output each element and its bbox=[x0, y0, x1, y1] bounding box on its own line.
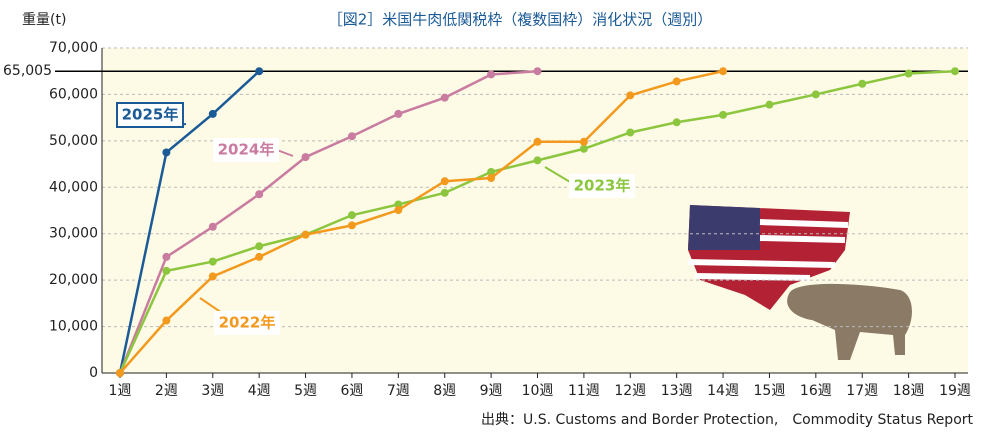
data-point bbox=[811, 90, 820, 99]
label-box bbox=[214, 311, 280, 335]
y-axis-label: 重量(t) bbox=[22, 12, 66, 28]
data-point bbox=[579, 137, 588, 146]
data-point bbox=[301, 153, 310, 162]
data-point bbox=[765, 100, 774, 109]
data-point bbox=[208, 257, 217, 266]
data-point bbox=[162, 266, 171, 275]
x-tick-label: 13週 bbox=[661, 383, 693, 399]
series-label: 2023年 bbox=[574, 177, 631, 195]
data-point bbox=[440, 177, 449, 186]
x-tick-label: 1週 bbox=[109, 383, 132, 399]
source: 出典：U.S. Customs and Border Protection, C… bbox=[481, 412, 973, 428]
label-box bbox=[569, 174, 635, 198]
x-tick-label: 9週 bbox=[480, 383, 503, 399]
series-label: 2024年 bbox=[218, 141, 275, 159]
data-point bbox=[904, 69, 913, 78]
data-point bbox=[255, 190, 264, 199]
label-arrow bbox=[199, 297, 223, 314]
data-point bbox=[487, 167, 496, 176]
x-tick-label: 11週 bbox=[568, 383, 600, 399]
series-line bbox=[118, 70, 261, 374]
x-tick-label: 6週 bbox=[340, 383, 363, 399]
data-point bbox=[579, 144, 588, 153]
x-tick-label: 7週 bbox=[387, 383, 410, 399]
data-point bbox=[487, 174, 496, 182]
data-point bbox=[208, 109, 217, 118]
data-point bbox=[347, 211, 356, 220]
data-point bbox=[208, 222, 217, 231]
illustration bbox=[687, 205, 912, 360]
data-point bbox=[626, 128, 635, 137]
data-point bbox=[347, 221, 356, 230]
data-point bbox=[440, 93, 449, 102]
x-tick-label: 5週 bbox=[294, 383, 317, 399]
data-point bbox=[394, 206, 403, 215]
y-tick-label: 60,000 bbox=[49, 86, 98, 102]
label-arrow bbox=[544, 166, 571, 183]
y-tick-label: 70,000 bbox=[49, 40, 98, 56]
y-tick-label: 30,000 bbox=[49, 226, 98, 242]
data-point bbox=[301, 230, 310, 239]
data-point bbox=[394, 200, 403, 209]
series-label: 2025年 bbox=[122, 106, 179, 124]
data-point bbox=[162, 252, 171, 261]
x-tick-label: 16週 bbox=[800, 383, 832, 399]
cow bbox=[787, 283, 912, 360]
x-tick-label: 19週 bbox=[939, 383, 971, 399]
data-point bbox=[162, 316, 171, 325]
data-point bbox=[394, 109, 403, 118]
data-point bbox=[626, 91, 635, 100]
data-point bbox=[255, 242, 264, 251]
data-point bbox=[162, 148, 171, 157]
y-tick-label: 20,000 bbox=[49, 272, 98, 288]
flag-canton bbox=[688, 205, 760, 250]
label-box bbox=[213, 138, 279, 162]
flag-stripes bbox=[687, 219, 849, 281]
label-arrow bbox=[276, 149, 294, 157]
series-line bbox=[118, 69, 538, 374]
x-tick-label: 14週 bbox=[707, 383, 739, 399]
data-point bbox=[255, 67, 264, 76]
chart-title: ［図2］米国牛肉低関税枠（複数国枠）消化状況（週別） bbox=[328, 11, 713, 29]
data-point bbox=[719, 67, 728, 76]
x-tick-label: 2週 bbox=[155, 383, 178, 399]
data-point bbox=[533, 67, 542, 76]
data-point bbox=[208, 272, 217, 281]
data-point bbox=[116, 369, 124, 377]
x-tick-label: 15週 bbox=[754, 383, 786, 399]
data-point bbox=[533, 156, 542, 165]
y-tick-label: 10,000 bbox=[49, 319, 98, 335]
data-point bbox=[255, 252, 264, 261]
data-point bbox=[672, 118, 681, 127]
y-tick-label: 40,000 bbox=[49, 179, 98, 195]
data-point bbox=[672, 77, 681, 86]
data-point bbox=[440, 188, 449, 197]
data-point bbox=[533, 137, 542, 146]
x-tick-label: 8週 bbox=[433, 383, 456, 399]
data-point bbox=[487, 70, 496, 79]
x-tick-label: 10週 bbox=[522, 383, 554, 399]
x-tick-label: 3週 bbox=[201, 383, 224, 399]
data-point bbox=[347, 132, 356, 141]
label-box bbox=[116, 102, 184, 128]
series-line bbox=[119, 69, 724, 374]
x-tick-label: 12週 bbox=[614, 383, 646, 399]
data-point bbox=[858, 79, 867, 88]
data-point bbox=[951, 67, 959, 76]
series-label: 2022年 bbox=[219, 314, 276, 332]
x-tick-label: 4週 bbox=[248, 383, 271, 399]
x-tick-label: 17週 bbox=[846, 383, 878, 399]
y-tick-label: 0 bbox=[89, 365, 98, 381]
x-tick-label: 18週 bbox=[893, 383, 925, 399]
reference-label: 65,005 bbox=[3, 63, 52, 79]
data-point bbox=[719, 110, 728, 119]
y-tick-label: 50,000 bbox=[49, 133, 98, 149]
